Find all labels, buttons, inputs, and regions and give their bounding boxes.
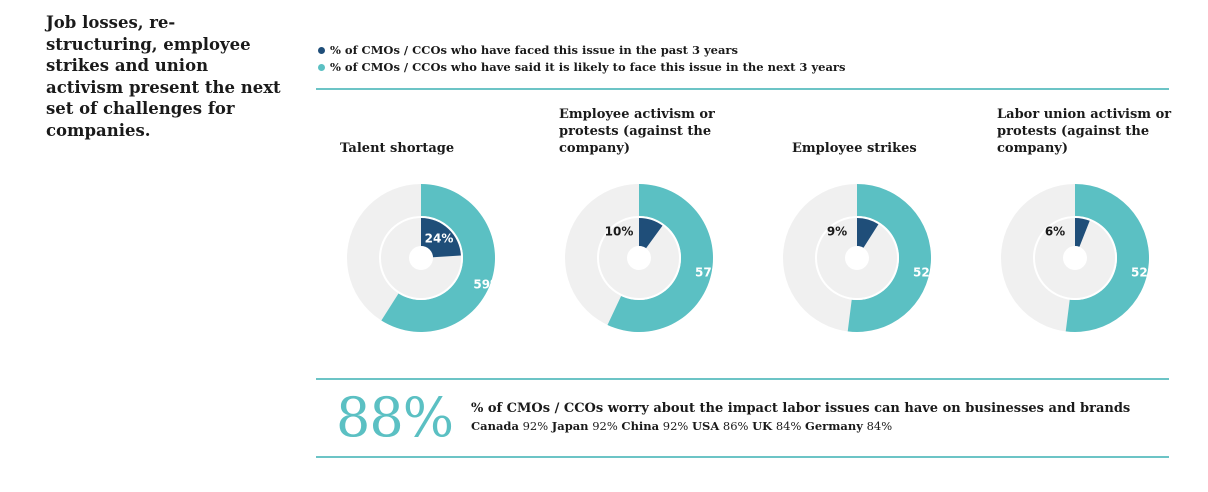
country-name: Germany — [805, 419, 863, 433]
past-value-label: 10% — [605, 225, 634, 239]
past-value-label: 24% — [425, 232, 454, 246]
legend-label-future: % of CMOs / CCOs who have said it is lik… — [330, 60, 846, 74]
donut-hole — [1063, 246, 1087, 270]
future-value-label: 52% — [913, 265, 942, 279]
country-name: China — [621, 419, 660, 433]
future-segment — [847, 184, 932, 333]
top-divider — [316, 88, 1169, 90]
future-value-label: 59% — [473, 277, 502, 291]
middle-divider — [316, 378, 1169, 380]
country-value: 84% — [866, 419, 893, 433]
future-value-label: 52% — [1131, 265, 1160, 279]
chart-legend: % of CMOs / CCOs who have faced this iss… — [318, 42, 845, 76]
chart-title-labor-union-activism: Labor union activism or protests (agains… — [997, 107, 1172, 156]
future-value-label: 57% — [695, 265, 724, 279]
future-segment — [381, 184, 495, 332]
past-segment — [1075, 218, 1090, 247]
country-name: UK — [752, 419, 773, 433]
legend-swatch-future — [318, 64, 325, 71]
chart-title-employee-strikes: Employee strikes — [792, 141, 917, 156]
past-value-label: 6% — [1045, 225, 1065, 239]
country-value: 84% — [775, 419, 802, 433]
legend-item-past: % of CMOs / CCOs who have faced this iss… — [318, 42, 845, 59]
chart-title-talent-shortage: Talent shortage — [340, 141, 455, 156]
bottom-divider — [316, 456, 1169, 458]
past-segment — [857, 218, 879, 248]
country-name: USA — [692, 419, 720, 433]
country-value: 92% — [592, 419, 618, 433]
past-value-label: 9% — [827, 225, 847, 239]
donut-hole — [409, 246, 433, 270]
legend-label-past: % of CMOs / CCOs who have faced this iss… — [330, 43, 738, 57]
stat-headline: % of CMOs / CCOs worry about the impact … — [471, 401, 1131, 416]
stat-value: 88% — [336, 386, 454, 449]
future-segment — [607, 184, 713, 332]
donut-hole — [845, 246, 869, 270]
future-segment — [1065, 184, 1150, 333]
country-name: Canada — [471, 419, 519, 433]
legend-swatch-past — [318, 47, 325, 54]
country-breakdown: Canada 92% Japan 92% China 92% USA 86% U… — [471, 419, 892, 434]
donut-hole — [627, 246, 651, 270]
chart-title-employee-activism: Employee activism or protests (against t… — [559, 107, 715, 156]
country-value: 92% — [662, 419, 689, 433]
country-name: Japan — [551, 419, 589, 433]
country-value: 86% — [722, 419, 749, 433]
past-segment — [639, 218, 663, 249]
past-segment — [421, 218, 461, 258]
legend-item-future: % of CMOs / CCOs who have said it is lik… — [318, 59, 845, 76]
country-value: 92% — [522, 419, 549, 433]
page-headline: Job losses, re-structuring, employee str… — [46, 13, 281, 140]
